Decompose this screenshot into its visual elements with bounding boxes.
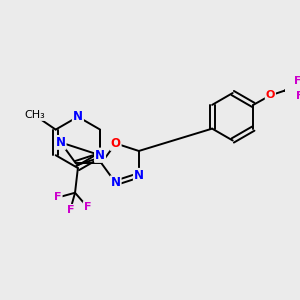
- Text: N: N: [111, 176, 121, 189]
- Text: F: F: [294, 76, 300, 86]
- Text: CH₃: CH₃: [24, 110, 45, 120]
- Text: N: N: [56, 136, 66, 149]
- Text: F: F: [84, 202, 91, 212]
- Text: O: O: [266, 90, 275, 100]
- Text: O: O: [111, 137, 121, 150]
- Text: N: N: [73, 110, 83, 123]
- Text: N: N: [95, 149, 105, 162]
- Text: N: N: [73, 110, 83, 123]
- Text: F: F: [67, 205, 74, 215]
- Text: N: N: [95, 149, 105, 162]
- Text: F: F: [54, 193, 62, 202]
- Text: F: F: [296, 91, 300, 101]
- Text: N: N: [134, 169, 144, 182]
